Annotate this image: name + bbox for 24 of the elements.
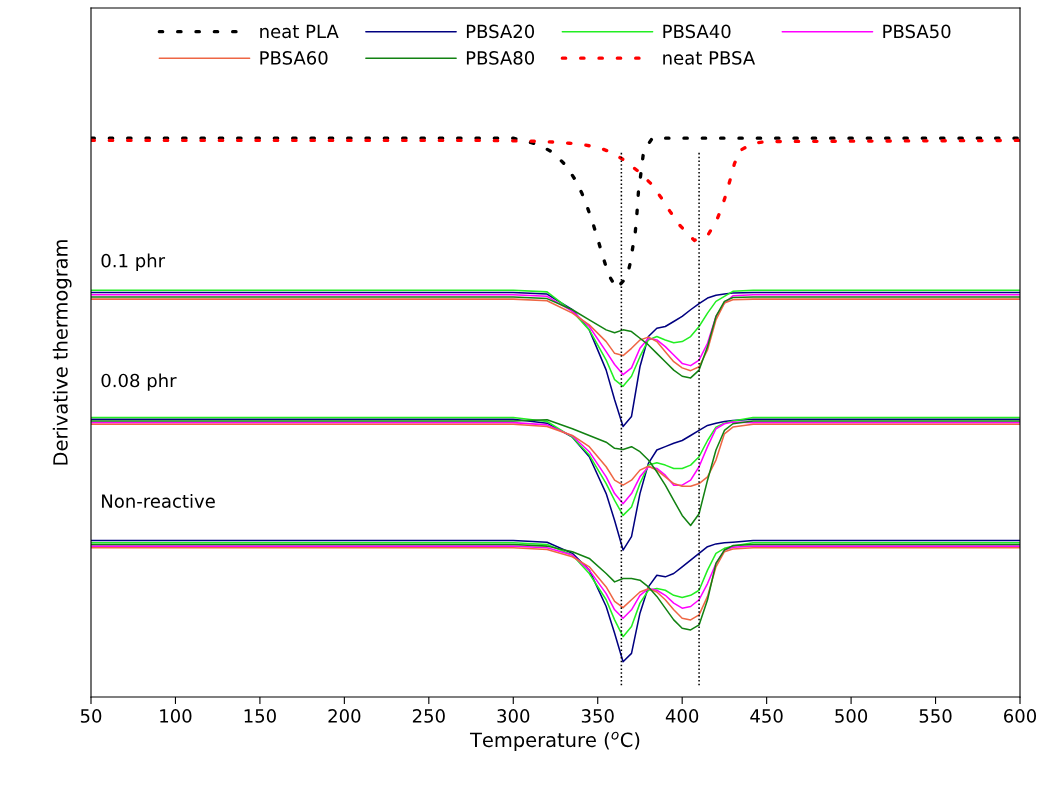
legend-label: PBSA80 [466,51,535,65]
x-tick-label: 150 [244,709,276,723]
x-tick-label: 50 [80,709,102,723]
legend-label: PBSA40 [663,24,731,39]
x-tick-label: 350 [581,709,614,723]
x-tick-label: 400 [665,709,699,723]
annotation: 0.08 phr [101,373,177,391]
legend-label: neat PBSA [663,51,756,65]
x-tick-label: 200 [328,709,361,723]
x-tick-label: 600 [1004,709,1037,723]
x-tick-label: 100 [160,709,192,723]
legend-label: PBSA20 [466,24,535,39]
legend-label: PBSA60 [260,51,328,65]
y-axis-title: Derivative thermogram [52,240,72,465]
x-axis-title: Temperature ($^{o}$C) [469,731,640,751]
legend-label: PBSA50 [883,24,951,39]
x-tick-label: 250 [412,709,445,723]
x-tick-label: 300 [497,709,530,723]
annotation: 0.1 phr [101,253,166,271]
annotation: Non-reactive [102,493,215,508]
legend-label: neat PLA [260,24,339,39]
x-tick-label: 450 [750,709,783,723]
x-tick-label: 500 [835,709,868,723]
x-tick-label: 550 [919,709,952,723]
